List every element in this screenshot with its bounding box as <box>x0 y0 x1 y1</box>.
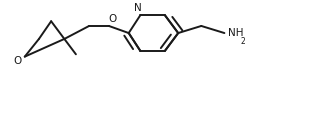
Text: NH: NH <box>228 28 244 38</box>
Text: O: O <box>13 56 21 66</box>
Text: O: O <box>108 14 116 24</box>
Text: N: N <box>134 3 142 13</box>
Text: 2: 2 <box>241 37 246 46</box>
